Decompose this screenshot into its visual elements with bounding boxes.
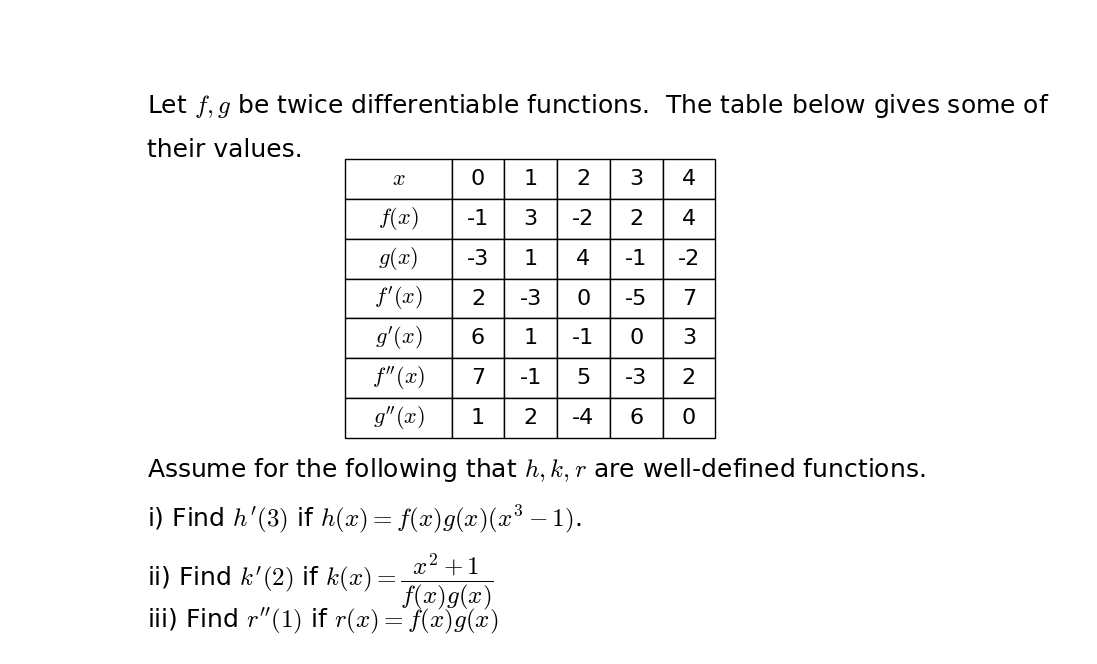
Bar <box>346 199 452 238</box>
Text: 3: 3 <box>523 208 538 229</box>
Bar <box>610 238 663 279</box>
Text: -2: -2 <box>573 208 595 229</box>
Text: Assume for the following that $h, k, r$ are well-defined functions.: Assume for the following that $h, k, r$ … <box>147 456 926 484</box>
Text: $f'(x)$: $f'(x)$ <box>374 285 423 312</box>
Text: 2: 2 <box>576 169 590 189</box>
Bar <box>610 398 663 438</box>
Text: 6: 6 <box>471 329 485 349</box>
Bar <box>452 359 505 398</box>
Text: $g'(x)$: $g'(x)$ <box>375 325 422 352</box>
Bar <box>505 238 557 279</box>
Bar <box>346 159 452 199</box>
Text: 1: 1 <box>523 329 538 349</box>
Bar <box>452 199 505 238</box>
Bar <box>557 159 610 199</box>
Text: 0: 0 <box>681 408 695 428</box>
Text: 0: 0 <box>576 288 590 309</box>
Text: 1: 1 <box>523 248 538 269</box>
Text: $g(x)$: $g(x)$ <box>378 245 419 272</box>
Text: -5: -5 <box>625 288 647 309</box>
Text: $x$: $x$ <box>392 169 406 189</box>
Bar <box>557 238 610 279</box>
Text: 5: 5 <box>576 369 590 388</box>
Text: -1: -1 <box>467 208 489 229</box>
Bar <box>663 279 715 319</box>
Text: 6: 6 <box>629 408 643 428</box>
Bar <box>610 359 663 398</box>
Text: 2: 2 <box>523 408 538 428</box>
Text: 1: 1 <box>471 408 485 428</box>
Text: ii) Find $k'(2)$ if $k(x) = \dfrac{x^2+1}{f(x)g(x)}$: ii) Find $k'(2)$ if $k(x) = \dfrac{x^2+1… <box>147 551 495 612</box>
Text: -1: -1 <box>573 329 595 349</box>
Text: -1: -1 <box>625 248 647 269</box>
Text: 4: 4 <box>682 169 695 189</box>
Text: iii) Find $r''(1)$ if $r(x) = f(x)g(x)$: iii) Find $r''(1)$ if $r(x) = f(x)g(x)$ <box>147 606 499 635</box>
Text: -4: -4 <box>573 408 595 428</box>
Bar <box>505 159 557 199</box>
Bar <box>452 319 505 359</box>
Bar <box>663 238 715 279</box>
Bar <box>452 398 505 438</box>
Bar <box>346 398 452 438</box>
Bar <box>505 279 557 319</box>
Text: $g''(x)$: $g''(x)$ <box>373 404 425 432</box>
Bar <box>505 319 557 359</box>
Bar <box>505 359 557 398</box>
Bar <box>346 359 452 398</box>
Text: 2: 2 <box>629 208 643 229</box>
Text: -1: -1 <box>520 369 542 388</box>
Text: 4: 4 <box>682 208 695 229</box>
Bar <box>452 159 505 199</box>
Bar <box>452 279 505 319</box>
Text: 7: 7 <box>471 369 485 388</box>
Text: Let $f, g$ be twice differentiable functions.  The table below gives some of: Let $f, g$ be twice differentiable funct… <box>147 92 1050 120</box>
Text: 4: 4 <box>576 248 590 269</box>
Text: 2: 2 <box>471 288 485 309</box>
Bar <box>610 199 663 238</box>
Bar <box>663 359 715 398</box>
Text: 3: 3 <box>629 169 643 189</box>
Bar <box>557 359 610 398</box>
Text: their values.: their values. <box>147 139 303 163</box>
Text: $f''(x)$: $f''(x)$ <box>372 365 426 392</box>
Bar <box>663 199 715 238</box>
Bar <box>663 398 715 438</box>
Bar <box>346 279 452 319</box>
Text: 1: 1 <box>523 169 538 189</box>
Text: -3: -3 <box>625 369 647 388</box>
Bar <box>505 398 557 438</box>
Bar <box>346 319 452 359</box>
Text: 7: 7 <box>682 288 695 309</box>
Bar <box>557 279 610 319</box>
Bar <box>610 319 663 359</box>
Bar <box>452 238 505 279</box>
Text: -3: -3 <box>467 248 489 269</box>
Text: $f(x)$: $f(x)$ <box>378 205 419 232</box>
Bar <box>610 279 663 319</box>
Bar <box>557 199 610 238</box>
Text: 0: 0 <box>629 329 643 349</box>
Text: i) Find $h'(3)$ if $h(x) = f(x)g(x)(x^3 - 1)$.: i) Find $h'(3)$ if $h(x) = f(x)g(x)(x^3 … <box>147 503 581 535</box>
Bar <box>610 159 663 199</box>
Text: -2: -2 <box>678 248 700 269</box>
Text: 0: 0 <box>471 169 485 189</box>
Bar <box>663 159 715 199</box>
Bar <box>557 319 610 359</box>
Text: 3: 3 <box>682 329 695 349</box>
Bar <box>505 199 557 238</box>
Text: 2: 2 <box>682 369 695 388</box>
Bar <box>663 319 715 359</box>
Bar <box>557 398 610 438</box>
Text: -3: -3 <box>520 288 542 309</box>
Bar <box>346 238 452 279</box>
